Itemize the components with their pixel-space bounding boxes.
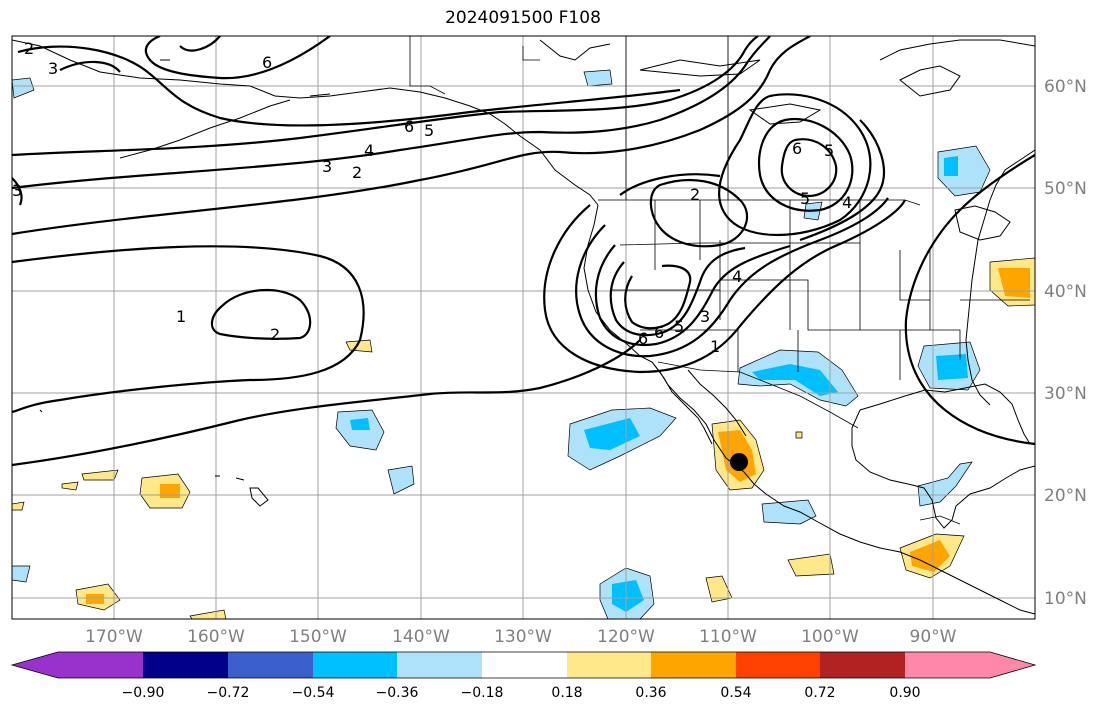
contour-label-layer: 2 3 6 6 5 4 3 2 3 1 2 6 2 5 6 5 4 4 3 5 … [12, 39, 852, 356]
contour-label: 5 [674, 317, 684, 336]
storm-center-marker [730, 453, 748, 471]
lat-tick-label: 40°N [1044, 282, 1087, 302]
colorbar-swatch [143, 652, 229, 678]
lon-tick-label: 100°W [801, 627, 859, 647]
contour-label: 2 [352, 163, 362, 182]
lat-tick-label: 50°N [1044, 179, 1087, 199]
contour-label: 6 [792, 139, 802, 158]
colorbar-label: 0.72 [804, 685, 835, 701]
latitude-axis: 60°N 50°N 40°N 30°N 20°N 10°N [1044, 77, 1087, 609]
shading-layer [12, 69, 1035, 619]
colorbar-swatch [58, 652, 144, 678]
contour-label: 4 [364, 141, 374, 160]
colorbar-swatch [313, 652, 399, 678]
colorbar-label: −0.54 [292, 685, 335, 701]
lat-tick-label: 10°N [1044, 589, 1087, 609]
contour-label: 1 [710, 337, 720, 356]
longitude-axis: 170°W 160°W 150°W 140°W 130°W 120°W 110°… [85, 627, 957, 647]
contour-label: 6 [654, 323, 664, 342]
lat-tick-label: 60°N [1044, 77, 1087, 97]
colorbar-extend-high [990, 652, 1035, 678]
contour-label: 3 [12, 181, 22, 200]
lon-tick-label: 110°W [699, 627, 757, 647]
contour-label: 5 [800, 189, 810, 208]
contour-label: 2 [24, 39, 34, 58]
contour-label: 5 [824, 141, 834, 160]
colorbar-label: 0.90 [889, 685, 920, 701]
colorbar-outline [10, 651, 1037, 679]
colorbar-swatch [482, 652, 568, 678]
colorbar-swatch [228, 652, 314, 678]
lon-tick-label: 90°W [910, 627, 957, 647]
colorbar-extend-low [12, 652, 58, 678]
contour-label: 6 [638, 329, 648, 348]
map-plot-area: 2 3 6 6 5 4 3 2 3 1 2 6 2 5 6 5 4 4 3 5 … [12, 36, 1035, 619]
colorbar-label: 0.18 [551, 685, 582, 701]
colorbar-label: 0.54 [720, 685, 751, 701]
lon-tick-label: 150°W [289, 627, 347, 647]
contour-label: 5 [424, 121, 434, 140]
colorbar-swatch [820, 652, 906, 678]
lat-tick-label: 30°N [1044, 384, 1087, 404]
contour-label: 2 [270, 325, 280, 344]
lat-tick-label: 20°N [1044, 486, 1087, 506]
contour-label: 1 [176, 307, 186, 326]
colorbar-label: 0.36 [635, 685, 666, 701]
colorbar-swatch [397, 652, 483, 678]
coastlines [12, 39, 1035, 615]
map-frame [11, 35, 1036, 620]
colorbar-swatch [905, 652, 990, 678]
contour-label: 6 [262, 53, 272, 72]
colorbar-label: −0.36 [376, 685, 419, 701]
colorbar-label: −0.90 [122, 685, 165, 701]
colorbar-label: −0.72 [207, 685, 250, 701]
contour-label: 6 [404, 117, 414, 136]
colorbar-label: −0.18 [461, 685, 504, 701]
islands [39, 59, 331, 507]
contour-label: 4 [732, 267, 742, 286]
contour-label: 4 [842, 193, 852, 212]
contour-label: 3 [48, 59, 58, 78]
lon-tick-label: 170°W [85, 627, 143, 647]
colorbar-swatch [651, 652, 737, 678]
contour-label: 3 [700, 307, 710, 326]
lon-tick-label: 160°W [187, 627, 245, 647]
colorbar-swatch [736, 652, 822, 678]
lon-tick-label: 130°W [494, 627, 552, 647]
contour-label: 3 [322, 157, 332, 176]
colorbar: −0.90 −0.72 −0.54 −0.36 −0.18 0.18 0.36 … [10, 651, 1037, 701]
lon-tick-label: 140°W [392, 627, 450, 647]
colorbar-swatch [567, 652, 653, 678]
contour-label: 2 [690, 185, 700, 204]
contour-lines [12, 36, 1035, 467]
lon-tick-label: 120°W [597, 627, 655, 647]
map-title: 2024091500 F108 [445, 8, 601, 28]
